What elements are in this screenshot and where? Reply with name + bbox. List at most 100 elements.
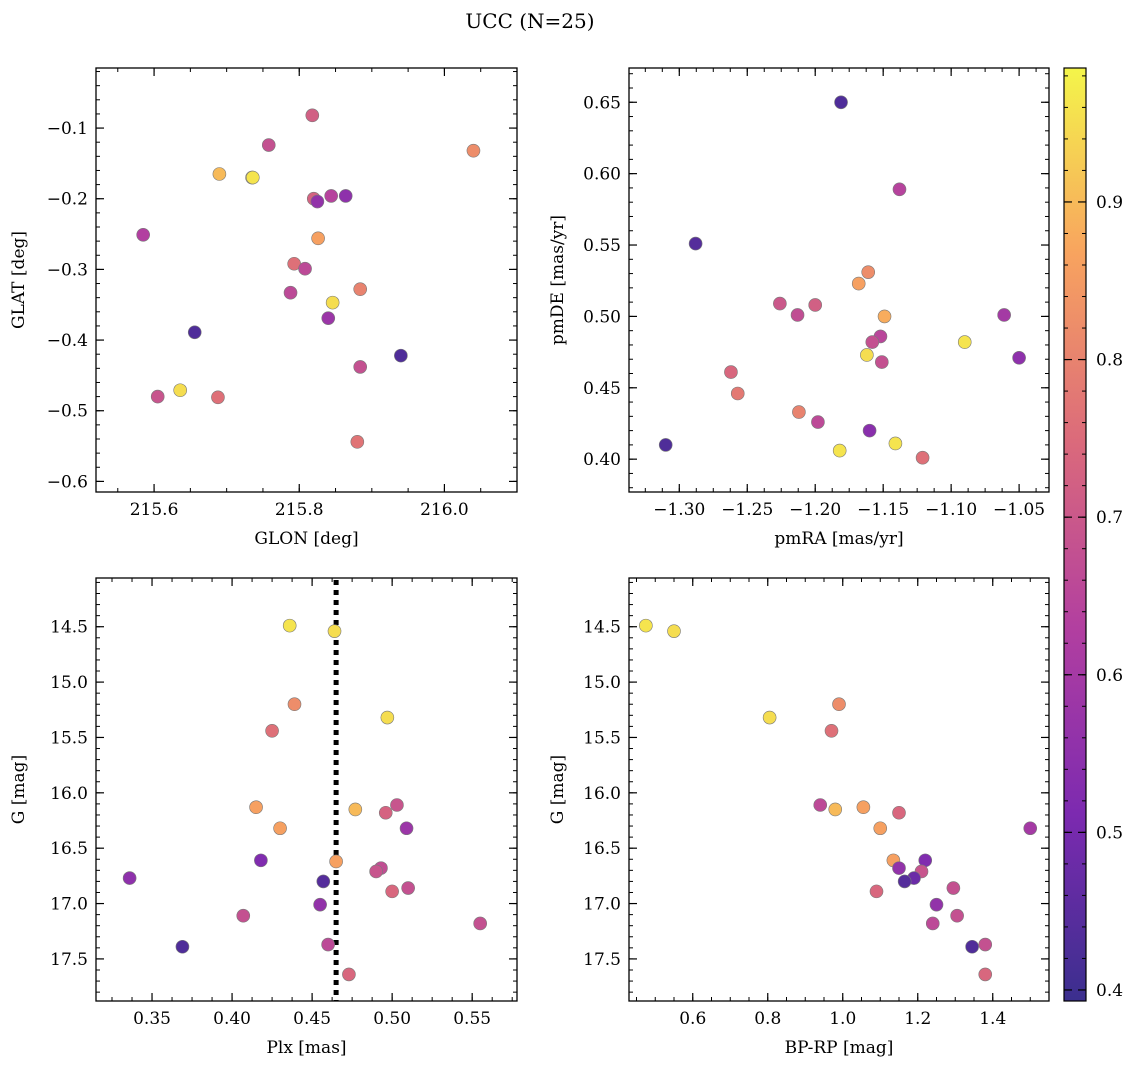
- data-point: [136, 227, 150, 242]
- data-point: [875, 355, 889, 369]
- y-tick-label: 15.5: [50, 728, 88, 748]
- data-point: [378, 805, 393, 820]
- data-point: [865, 335, 880, 349]
- data-point: [950, 908, 964, 923]
- x-tick-label: −1.20: [789, 500, 841, 520]
- data-point: [790, 308, 805, 322]
- data-point: [925, 916, 940, 931]
- data-point: [892, 182, 907, 197]
- data-point: [187, 325, 202, 340]
- data-point: [313, 897, 327, 912]
- data-point: [832, 697, 846, 712]
- x-tick-label: −1.15: [857, 500, 909, 520]
- data-point: [978, 967, 993, 982]
- x-axis-label: pmRA [mas/yr]: [774, 529, 903, 549]
- x-axis-label: GLON [deg]: [254, 529, 358, 549]
- data-point: [658, 438, 673, 452]
- y-tick-label: 0.45: [583, 379, 621, 399]
- axes-frame: [628, 67, 1050, 493]
- data-point: [869, 884, 884, 899]
- data-point: [122, 871, 137, 885]
- data-point: [466, 143, 481, 158]
- data-point: [310, 194, 325, 209]
- data-point: [212, 167, 227, 181]
- data-point: [946, 881, 961, 895]
- x-tick-label: 0.6: [679, 1009, 706, 1029]
- y-tick-label: 15.5: [583, 728, 621, 748]
- x-tick-label: 0.8: [754, 1009, 781, 1029]
- data-point: [350, 435, 365, 449]
- data-point: [211, 390, 225, 405]
- x-tick-label: 1.0: [829, 1009, 856, 1029]
- colorbar-gradient: [1063, 67, 1087, 1002]
- x-tick-label: −1.25: [721, 500, 773, 520]
- y-tick-label: 0.65: [583, 93, 621, 113]
- data-point: [873, 821, 888, 836]
- data-point: [861, 265, 876, 279]
- data-point: [957, 335, 972, 349]
- data-point: [261, 138, 276, 152]
- data-point: [324, 189, 338, 203]
- data-point: [298, 261, 312, 276]
- y-tick-label: 16.5: [583, 839, 621, 859]
- data-point: [811, 415, 825, 429]
- data-point: [1012, 351, 1026, 365]
- y-tick-label: −0.1: [47, 119, 88, 139]
- y-tick-label: 15.0: [583, 673, 621, 693]
- data-point: [915, 450, 930, 465]
- data-point: [245, 170, 260, 185]
- data-point: [353, 360, 368, 374]
- data-point: [667, 624, 681, 638]
- x-tick-label: 0.35: [133, 1009, 171, 1029]
- data-point: [236, 908, 251, 923]
- data-point: [832, 443, 847, 458]
- y-tick-label: 0.55: [583, 236, 621, 256]
- colorbar-tick-label: 0.5: [1096, 823, 1123, 843]
- data-point: [401, 881, 415, 895]
- data-point: [390, 798, 404, 812]
- data-point: [851, 276, 866, 291]
- data-point: [394, 348, 408, 363]
- data-point: [338, 189, 353, 203]
- x-tick-label: 0.50: [373, 1009, 411, 1029]
- data-point: [473, 916, 487, 931]
- x-tick-label: 0.55: [453, 1009, 491, 1029]
- data-point: [862, 423, 877, 438]
- x-tick-label: −1.10: [925, 500, 977, 520]
- y-axis-label: GLAT [deg]: [9, 231, 29, 329]
- data-point: [828, 802, 843, 817]
- data-point: [1023, 821, 1038, 836]
- x-tick-label: 216.0: [420, 500, 469, 520]
- x-tick-label: 1.2: [904, 1009, 931, 1029]
- data-point: [877, 309, 892, 324]
- data-point: [762, 710, 777, 725]
- data-point: [311, 231, 325, 246]
- x-tick-label: 0.40: [213, 1009, 251, 1029]
- data-point: [254, 853, 268, 868]
- colorbar-tick-label: 0.8: [1096, 351, 1123, 371]
- scatter-panel-3: 0.35 0.40 0.45 0.50 0.55 14.5 15.0 15.5 16.0 16.5…: [9, 577, 518, 1058]
- y-tick-label: 0.40: [583, 450, 621, 470]
- data-point: [688, 236, 703, 251]
- data-point: [399, 821, 414, 836]
- data-point: [724, 365, 738, 379]
- x-axis-label: Plx [mas]: [266, 1038, 346, 1058]
- y-tick-label: 17.5: [50, 950, 88, 970]
- y-tick-label: 17.0: [50, 895, 88, 915]
- y-tick-label: −0.4: [47, 331, 88, 351]
- data-point: [321, 937, 335, 952]
- data-point: [173, 383, 187, 398]
- data-point: [385, 884, 399, 899]
- data-point: [316, 874, 331, 889]
- data-point: [342, 967, 356, 982]
- data-point: [978, 937, 993, 952]
- axes-frame: [95, 67, 518, 493]
- x-tick-label: 215.8: [275, 500, 324, 520]
- data-point: [856, 800, 871, 815]
- y-axis-label: pmDE [mas/yr]: [548, 215, 568, 345]
- scatter-panel-4: 0.6 0.8 1.0 1.2 1.4 14.5 15.0 15.5 16.0 16.5 17.0 1…: [548, 577, 1050, 1058]
- data-point: [892, 805, 906, 820]
- data-point: [730, 386, 745, 401]
- data-point: [249, 800, 263, 815]
